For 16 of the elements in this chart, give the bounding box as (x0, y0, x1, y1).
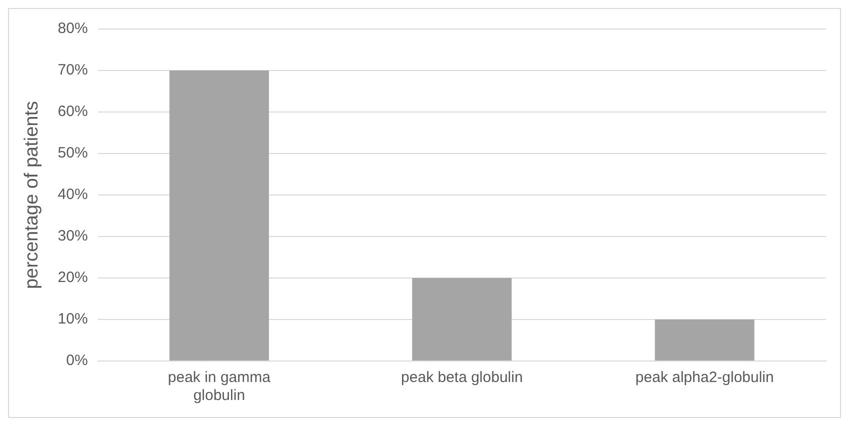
y-tick-label: 10% (58, 310, 88, 328)
bar (654, 320, 754, 360)
y-tick-label: 50% (58, 144, 88, 162)
x-tick-label: peak beta globulin (401, 369, 523, 386)
y-axis-title: percentage of patients (22, 100, 43, 290)
y-tick-label: 30% (58, 228, 88, 245)
bar (412, 278, 512, 360)
y-tick-label: 70% (58, 62, 88, 79)
y-tick-label: 80% (58, 20, 88, 38)
bar (169, 70, 269, 360)
x-tick-label: peak in gamma globulin (168, 369, 272, 404)
y-tick-label: 20% (58, 269, 88, 286)
x-tick-label: peak alpha2-globulin (635, 369, 774, 386)
y-tick-label: 40% (58, 186, 88, 204)
y-tick-label: 60% (58, 103, 88, 120)
y-tick-label: 0% (66, 352, 88, 370)
